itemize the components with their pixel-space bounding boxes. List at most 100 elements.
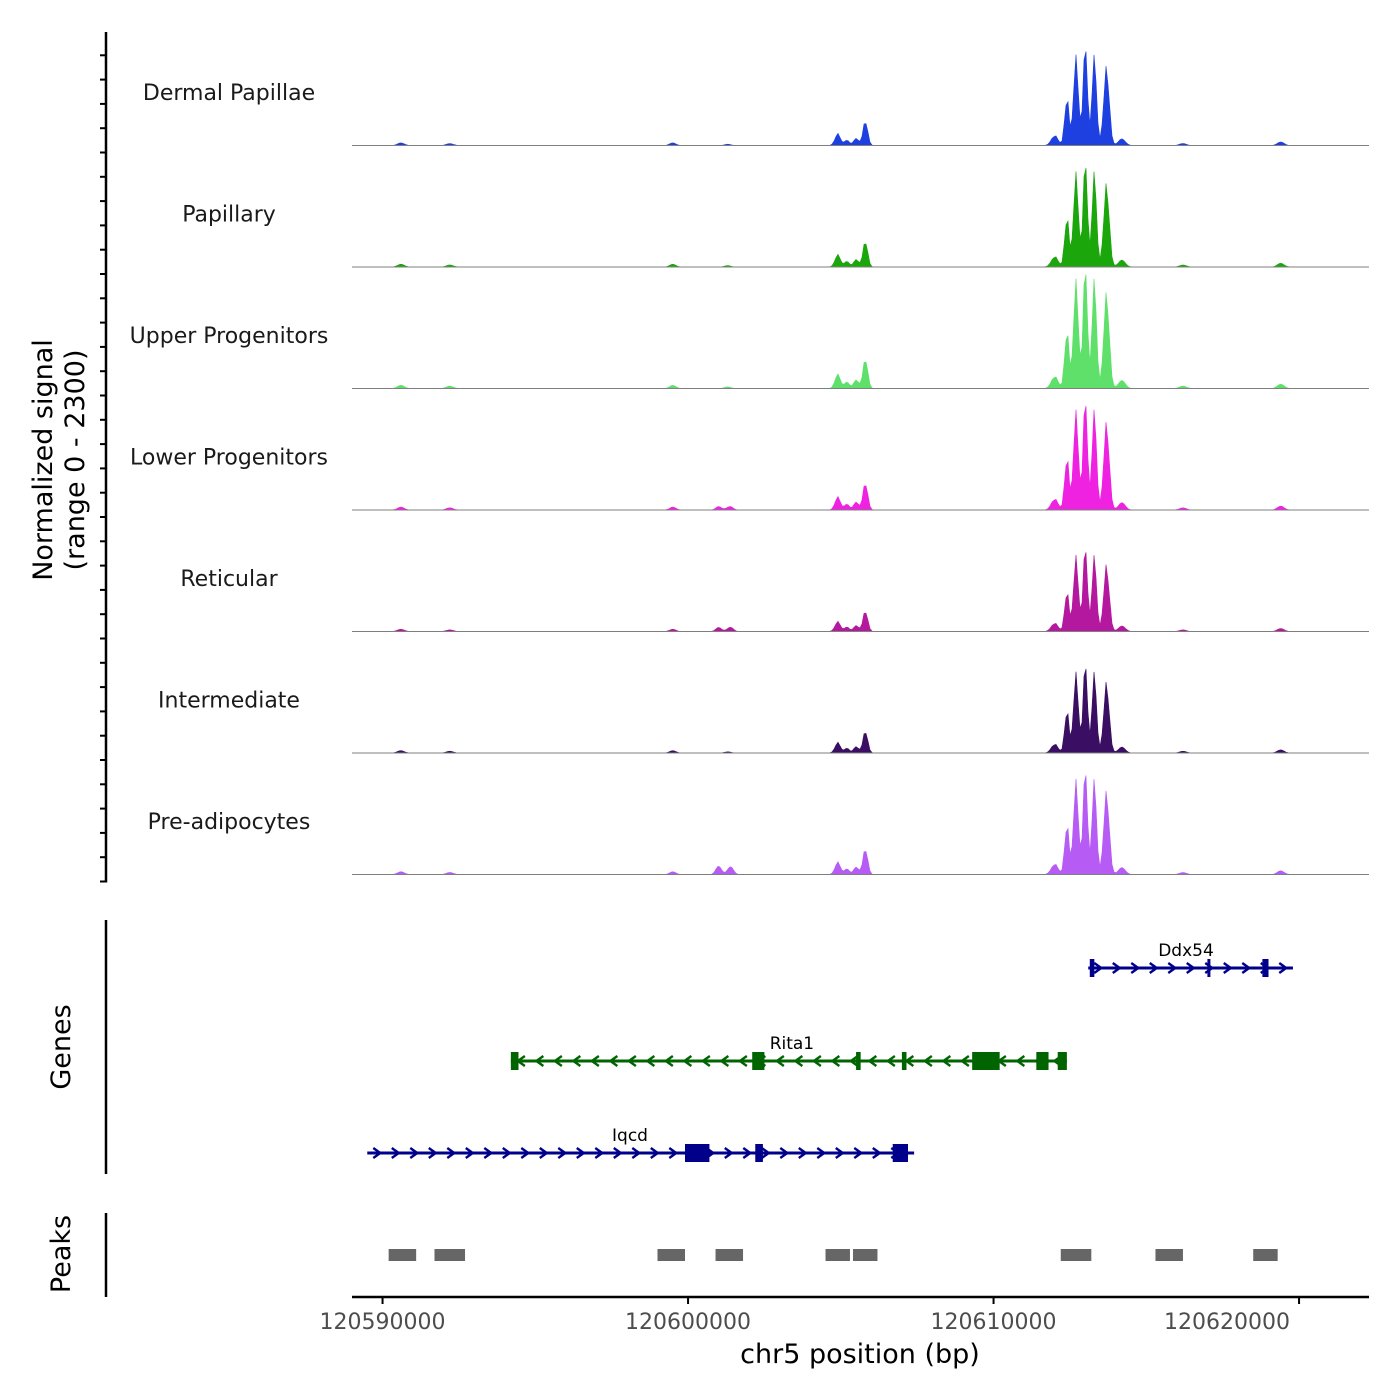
strand-arrow xyxy=(483,1147,494,1159)
strand-arrow xyxy=(761,1147,771,1159)
gene-name-label: Rita1 xyxy=(770,1034,814,1054)
exon xyxy=(752,1052,765,1070)
signal-track: Dermal Papillae xyxy=(143,51,1369,146)
signal-area xyxy=(352,552,1369,632)
x-tick-label: 120610000 xyxy=(931,1310,1057,1335)
strand-arrow xyxy=(1278,962,1289,974)
exon xyxy=(1036,1052,1049,1070)
peaks-axis-title: Peaks xyxy=(46,1215,77,1293)
y-title-line-1: Normalized signal xyxy=(28,339,59,581)
x-tick-label: 120600000 xyxy=(625,1310,751,1335)
gene-name-label: Ddx54 xyxy=(1158,941,1214,961)
exon xyxy=(856,1052,861,1070)
strand-arrow xyxy=(372,1147,383,1159)
strand-arrow xyxy=(724,1147,734,1159)
strand-arrow xyxy=(885,1055,896,1067)
strand-arrow xyxy=(631,1147,642,1159)
peak-region xyxy=(434,1249,466,1261)
strand-arrow xyxy=(1093,962,1104,974)
exon xyxy=(901,1052,907,1070)
track-label: Pre-adipocytes xyxy=(148,810,311,835)
peak-region xyxy=(1253,1249,1278,1261)
track-label: Upper Progenitors xyxy=(130,324,329,349)
gene-track: Genes Ddx54 Rita1 Iqcd xyxy=(46,920,1293,1174)
x-tick-label: 120620000 xyxy=(1164,1310,1290,1335)
peak-region xyxy=(825,1249,850,1261)
strand-arrow xyxy=(922,1055,933,1067)
strand-arrow xyxy=(811,1055,822,1067)
signal-track: Lower Progenitors xyxy=(130,406,1369,511)
exon xyxy=(510,1052,519,1070)
strand-arrow xyxy=(534,1055,545,1067)
y-title-line-2: (range 0 - 2300) xyxy=(60,350,91,571)
strand-arrow xyxy=(668,1147,679,1159)
strand-arrow xyxy=(737,1055,748,1067)
strand-arrow xyxy=(1130,962,1141,974)
track-label: Reticular xyxy=(180,567,278,592)
signal-area xyxy=(352,274,1369,389)
peak-track: Peaks xyxy=(46,1213,1278,1297)
x-axis-title: chr5 position (bp) xyxy=(740,1339,980,1370)
strand-arrow xyxy=(626,1055,637,1067)
signal-track: Pre-adipocytes xyxy=(148,775,1369,875)
strand-arrow xyxy=(391,1147,401,1159)
strand-arrow xyxy=(663,1055,674,1067)
strand-arrow xyxy=(830,1055,841,1067)
strand-arrow xyxy=(557,1147,568,1159)
strand-arrow xyxy=(848,1055,859,1067)
gene-rita1: Rita1 xyxy=(510,1034,1067,1070)
strand-arrow xyxy=(1186,962,1196,974)
strand-arrow xyxy=(1015,1055,1026,1067)
strand-arrow xyxy=(872,1147,882,1159)
strand-arrow xyxy=(552,1055,563,1067)
exon xyxy=(755,1144,763,1162)
exon xyxy=(1057,1052,1067,1070)
signal-area xyxy=(352,668,1369,754)
strand-arrow xyxy=(502,1147,512,1159)
exon xyxy=(892,1144,909,1162)
strand-arrow xyxy=(409,1147,420,1159)
strand-arrow xyxy=(465,1147,475,1159)
track-label: Intermediate xyxy=(158,689,300,714)
track-label: Dermal Papillae xyxy=(143,81,315,106)
peak-region xyxy=(715,1249,744,1261)
signal-area xyxy=(352,406,1369,511)
peak-region xyxy=(853,1249,878,1261)
strand-arrow xyxy=(682,1055,693,1067)
strand-arrow xyxy=(959,1055,970,1067)
gene-name-label: Iqcd xyxy=(612,1126,648,1146)
exon xyxy=(1089,959,1095,977)
strand-arrow xyxy=(779,1147,790,1159)
strand-arrow xyxy=(428,1147,438,1159)
strand-arrow xyxy=(853,1147,864,1159)
strand-arrow xyxy=(1112,962,1122,974)
x-axis: 120590000 120600000 120610000 120620000 chr5… xyxy=(320,1295,1369,1370)
x-tick-label: 120590000 xyxy=(320,1310,446,1335)
left-axes: Normalized signal(range 0 - 2300) xyxy=(28,32,108,883)
strand-arrow xyxy=(1223,962,1233,974)
strand-arrow xyxy=(446,1147,457,1159)
signal-track: Reticular xyxy=(180,552,1369,632)
strand-arrow xyxy=(608,1055,619,1067)
strand-arrow xyxy=(941,1055,952,1067)
track-label: Papillary xyxy=(182,203,276,228)
peak-region xyxy=(1155,1249,1183,1261)
track-label: Lower Progenitors xyxy=(130,446,328,471)
signal-track: Intermediate xyxy=(158,668,1369,754)
strand-arrow xyxy=(700,1055,711,1067)
strand-arrow xyxy=(650,1147,660,1159)
strand-arrow xyxy=(742,1147,753,1159)
strand-arrow xyxy=(835,1147,845,1159)
exon xyxy=(684,1144,710,1162)
signal-y-axis-title: Normalized signal(range 0 - 2300) xyxy=(28,339,91,581)
strand-arrow xyxy=(719,1055,730,1067)
signal-track: Upper Progenitors xyxy=(130,274,1369,389)
strand-arrow xyxy=(594,1147,605,1159)
exon xyxy=(1262,959,1269,977)
exon xyxy=(1207,959,1211,977)
gene-ddx54: Ddx54 xyxy=(1088,941,1293,977)
signal-area xyxy=(352,167,1369,268)
strand-arrow xyxy=(798,1147,808,1159)
strand-arrow xyxy=(539,1147,549,1159)
